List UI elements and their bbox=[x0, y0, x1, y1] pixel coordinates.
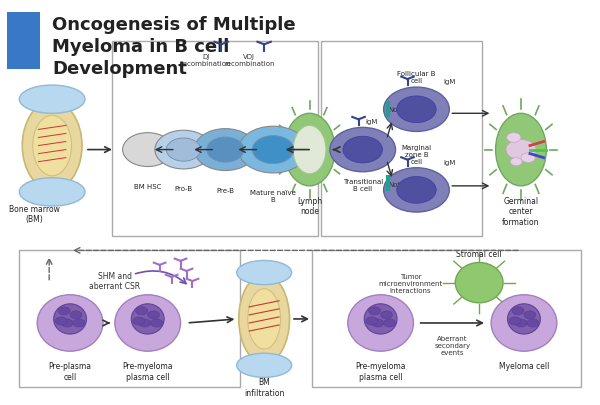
Circle shape bbox=[365, 317, 377, 325]
Ellipse shape bbox=[293, 126, 326, 174]
FancyBboxPatch shape bbox=[312, 251, 581, 388]
Ellipse shape bbox=[22, 102, 82, 190]
Ellipse shape bbox=[236, 353, 292, 377]
Circle shape bbox=[238, 127, 308, 173]
Circle shape bbox=[509, 317, 521, 325]
Ellipse shape bbox=[19, 178, 85, 207]
Ellipse shape bbox=[236, 261, 292, 285]
Circle shape bbox=[58, 307, 70, 315]
Text: Germinal
center
formation: Germinal center formation bbox=[502, 196, 540, 226]
Circle shape bbox=[510, 158, 522, 166]
Ellipse shape bbox=[284, 114, 335, 186]
Circle shape bbox=[506, 140, 536, 160]
Circle shape bbox=[383, 168, 449, 213]
Text: Myeloma cell: Myeloma cell bbox=[499, 361, 549, 370]
Circle shape bbox=[397, 177, 436, 204]
Circle shape bbox=[515, 319, 527, 327]
FancyBboxPatch shape bbox=[7, 13, 40, 70]
Ellipse shape bbox=[239, 275, 290, 363]
Circle shape bbox=[136, 307, 148, 315]
Circle shape bbox=[139, 319, 151, 327]
Ellipse shape bbox=[455, 263, 503, 303]
Ellipse shape bbox=[115, 295, 181, 351]
Text: Lymph
node: Lymph node bbox=[297, 196, 322, 216]
Text: Follicular B
cell: Follicular B cell bbox=[397, 71, 436, 84]
Ellipse shape bbox=[508, 304, 541, 334]
Circle shape bbox=[207, 138, 244, 163]
Circle shape bbox=[166, 139, 201, 162]
Text: Pre-B: Pre-B bbox=[217, 187, 235, 193]
Circle shape bbox=[397, 97, 436, 123]
Text: Pre-myeloma
plasma cell: Pre-myeloma plasma cell bbox=[122, 361, 173, 381]
Circle shape bbox=[330, 128, 395, 173]
Circle shape bbox=[368, 307, 380, 315]
Text: BM HSC: BM HSC bbox=[134, 183, 161, 189]
Text: IgM: IgM bbox=[443, 79, 456, 85]
Circle shape bbox=[383, 319, 395, 327]
Text: Mature naïve
B: Mature naïve B bbox=[250, 190, 296, 202]
Circle shape bbox=[371, 319, 383, 327]
Text: Bone marrow
(BM): Bone marrow (BM) bbox=[9, 205, 59, 224]
Circle shape bbox=[148, 311, 160, 319]
Ellipse shape bbox=[491, 295, 557, 351]
Text: Pro-B: Pro-B bbox=[175, 185, 193, 192]
Text: DJ
recombination: DJ recombination bbox=[181, 54, 231, 67]
Circle shape bbox=[527, 319, 539, 327]
Circle shape bbox=[194, 129, 256, 171]
Ellipse shape bbox=[364, 304, 397, 334]
Ellipse shape bbox=[496, 114, 547, 186]
Circle shape bbox=[343, 137, 382, 164]
Circle shape bbox=[73, 319, 85, 327]
Text: IgM: IgM bbox=[443, 159, 456, 165]
Ellipse shape bbox=[131, 304, 164, 334]
Circle shape bbox=[55, 317, 67, 325]
Circle shape bbox=[524, 311, 536, 319]
Circle shape bbox=[133, 317, 145, 325]
Text: Transitional
B cell: Transitional B cell bbox=[343, 178, 383, 191]
Circle shape bbox=[512, 307, 524, 315]
Text: Notch1/2: Notch1/2 bbox=[388, 181, 420, 188]
Ellipse shape bbox=[37, 295, 103, 351]
Text: IgM: IgM bbox=[365, 119, 378, 125]
Text: Stromal cell: Stromal cell bbox=[457, 250, 502, 259]
Text: Pre-plasma
cell: Pre-plasma cell bbox=[49, 361, 92, 381]
Ellipse shape bbox=[19, 86, 85, 114]
Circle shape bbox=[61, 319, 73, 327]
Ellipse shape bbox=[53, 304, 86, 334]
Text: Pre-myeloma
plasma cell: Pre-myeloma plasma cell bbox=[355, 361, 406, 381]
Circle shape bbox=[122, 133, 173, 167]
Ellipse shape bbox=[33, 116, 71, 176]
FancyBboxPatch shape bbox=[321, 42, 482, 237]
Text: Tumor
microenvironment
interactions: Tumor microenvironment interactions bbox=[379, 273, 443, 293]
Text: Notch1/2: Notch1/2 bbox=[388, 107, 420, 113]
Circle shape bbox=[506, 133, 521, 143]
Circle shape bbox=[70, 311, 82, 319]
FancyBboxPatch shape bbox=[112, 42, 318, 237]
Text: Aberrant
secondary
events: Aberrant secondary events bbox=[434, 335, 470, 355]
Circle shape bbox=[380, 311, 392, 319]
Circle shape bbox=[155, 131, 212, 170]
Circle shape bbox=[253, 136, 294, 164]
Circle shape bbox=[521, 153, 535, 163]
Ellipse shape bbox=[348, 295, 413, 351]
FancyBboxPatch shape bbox=[19, 251, 240, 388]
Text: Oncogenesis of Multiple
Myeloma in B cell
Development: Oncogenesis of Multiple Myeloma in B cel… bbox=[52, 15, 296, 78]
Text: VDJ
recombination: VDJ recombination bbox=[224, 54, 274, 67]
Text: Marginal
zone B
cell: Marginal zone B cell bbox=[401, 144, 431, 164]
Circle shape bbox=[151, 319, 163, 327]
Circle shape bbox=[383, 88, 449, 132]
Ellipse shape bbox=[248, 289, 281, 350]
Text: BM
infiltration: BM infiltration bbox=[244, 377, 284, 397]
Text: SHM and
aberrant CSR: SHM and aberrant CSR bbox=[89, 271, 140, 290]
